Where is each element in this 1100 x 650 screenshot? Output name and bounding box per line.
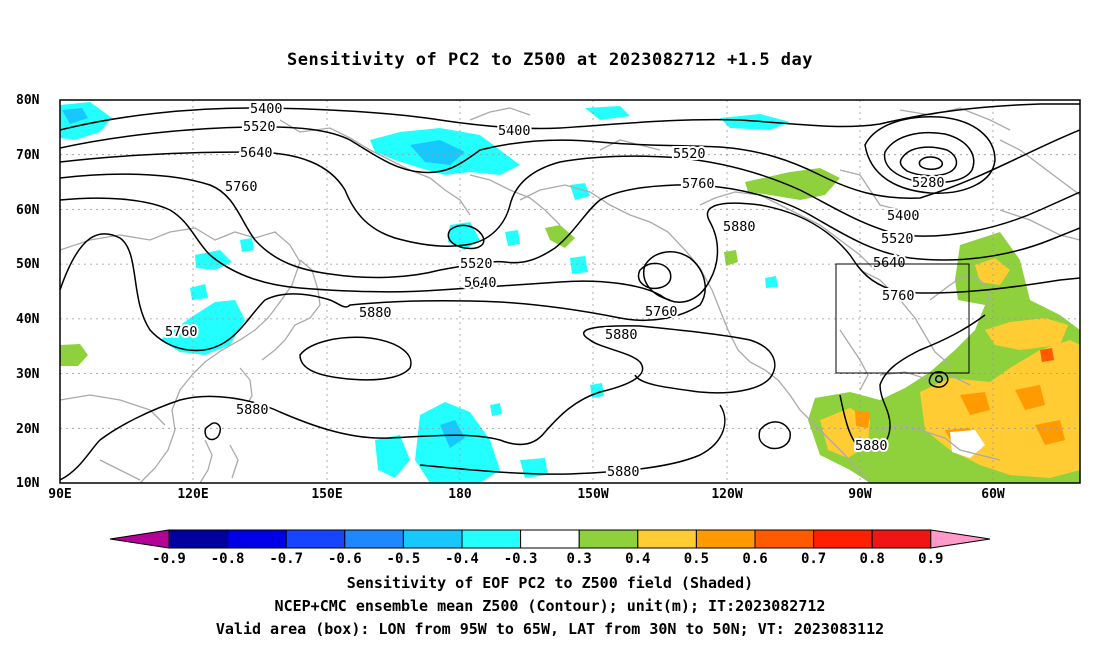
latitude-axis: 80N 70N 60N 50N 40N 30N 20N 10N [16,93,40,491]
lat-label: 60N [16,203,40,218]
plot-frame [59,99,1081,484]
colorbar-labels: -0.9 -0.8 -0.7 -0.6 -0.5 -0.4 -0.3 0.3 0… [152,551,943,567]
contour-label: 5760 [882,288,915,304]
colorbar-segment [695,529,756,549]
positive-sensitivity-areas [60,168,1080,483]
map-title: Sensitivity of PC2 to Z500 at 2023082712… [286,50,813,70]
contour-label: 5400 [887,208,920,224]
colorbar [109,529,991,549]
colorbar-segment [344,529,404,549]
colorbar-label: -0.6 [328,551,362,567]
contour-labels: 5400 5520 5640 5760 5400 5520 5760 5880 … [223,99,947,482]
lon-label: 120E [177,487,208,502]
colorbar-label: 0.9 [918,551,943,567]
lat-label: 30N [16,367,40,382]
contour-label: 5880 [723,219,756,235]
colorbar-label: 0.3 [567,551,592,567]
colorbar-label: 0.7 [801,551,826,567]
contour-label: 5640 [873,255,906,271]
valid-area-box [835,263,970,374]
contour-label: 5760 [225,179,258,195]
contour-label: 5640 [464,275,497,291]
contour-label: 5880 [236,402,269,418]
lat-label: 80N [16,93,40,108]
colorbar-segment [578,529,639,549]
caption-contour: NCEP+CMC ensemble mean Z500 (Contour); u… [274,597,826,615]
longitude-axis: 90E 120E 150E 180 150W 120W 90W 60W [48,487,1005,502]
lat-label: 20N [16,422,40,437]
lat-label: 70N [16,148,40,163]
shading-layer [60,102,1080,483]
lon-label: 180 [448,487,472,502]
colorbar-segment [754,529,815,549]
colorbar-label: 0.4 [625,551,650,567]
contour-label: 5400 [250,101,283,117]
caption-valid-area: Valid area (box): LON from 95W to 65W, L… [215,620,885,638]
contour-label: 5880 [359,305,392,321]
negative-sensitivity-areas [60,102,790,483]
lon-label: 150E [311,487,342,502]
lon-label: 90W [848,487,872,502]
colorbar-segment [520,529,580,549]
colorbar-label: -0.8 [211,551,245,567]
colorbar-segment [813,529,873,549]
contour-label: 5520 [881,231,914,247]
colorbar-segment [285,529,346,549]
colorbar-segment [168,529,229,549]
lat-label: 10N [16,476,40,491]
colorbar-low-triangle [109,529,170,549]
colorbar-label: -0.9 [152,551,186,567]
contour-label: 5760 [165,324,198,340]
lon-label: 60W [981,487,1005,502]
contour-label: 5880 [607,464,640,480]
contour-label: 5520 [243,119,276,135]
contour-label: 5280 [912,175,945,191]
contour-label: 5760 [682,176,715,192]
colorbar-segment [461,529,522,549]
contour-label: 5880 [605,327,638,343]
lon-label: 150W [577,487,608,502]
colorbar-label: -0.4 [445,551,479,567]
colorbar-segment [402,529,463,549]
contour-label: 5880 [855,438,888,454]
lat-label: 40N [16,312,40,327]
contour-label: 5520 [673,146,706,162]
contour-label: 5640 [240,145,273,161]
contour-label: 5400 [498,123,531,139]
colorbar-segment [871,529,932,549]
colorbar-label: -0.3 [504,551,538,567]
colorbar-label: 0.8 [860,551,885,567]
caption-shading: Sensitivity of EOF PC2 to Z500 field (Sh… [346,574,754,592]
gridlines [60,100,1080,483]
lon-label: 120W [711,487,742,502]
z500-contours [60,103,1080,481]
colorbar-high-triangle [930,529,991,549]
contour-label: 5520 [460,256,493,272]
colorbar-label: 0.6 [742,551,767,567]
contour-label: 5760 [645,304,678,320]
colorbar-segment [227,529,287,549]
colorbar-label: -0.7 [269,551,303,567]
colorbar-segment [637,529,697,549]
colorbar-label: -0.5 [387,551,421,567]
colorbar-label: 0.5 [684,551,709,567]
lat-label: 50N [16,257,40,272]
lon-label: 90E [48,487,71,502]
